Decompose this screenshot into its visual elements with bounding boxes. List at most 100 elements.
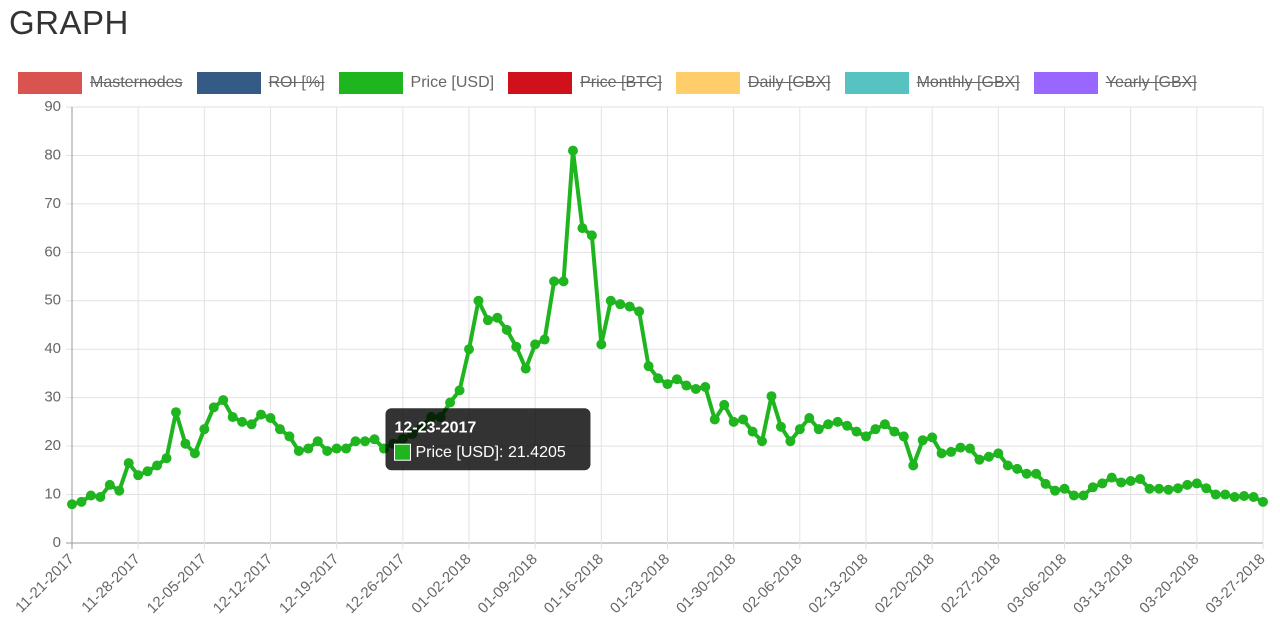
point	[842, 420, 853, 431]
point	[558, 276, 569, 287]
tooltip-swatch	[393, 443, 411, 461]
point	[1163, 484, 1174, 495]
legend-swatch	[338, 72, 403, 94]
x-tick-label: 01-16-2018	[541, 551, 607, 617]
point	[114, 485, 125, 496]
point	[1125, 475, 1136, 486]
point	[293, 445, 304, 456]
point	[322, 445, 333, 456]
point	[246, 419, 257, 430]
tooltip-box	[385, 408, 591, 471]
point	[586, 230, 597, 241]
legend-item[interactable]: Monthly [GBX]	[844, 72, 1020, 94]
point	[719, 399, 730, 410]
point	[927, 432, 938, 443]
legend-item[interactable]: ROI [%]	[196, 72, 325, 94]
point	[208, 402, 219, 413]
point	[653, 373, 664, 384]
point	[709, 414, 720, 425]
legend-item[interactable]: Price [USD]	[338, 72, 494, 94]
x-tick-label: 12-12-2017	[210, 551, 276, 617]
legend: Masternodes ROI [%] Price [USD] Price [BTC]…	[18, 72, 1197, 94]
point	[284, 431, 295, 442]
point	[577, 223, 588, 234]
point	[832, 416, 843, 427]
point	[303, 443, 314, 454]
legend-label: Monthly [GBX]	[916, 74, 1020, 91]
point	[766, 391, 777, 402]
x-tick-label: 02-27-2018	[938, 551, 1004, 617]
point	[104, 479, 115, 490]
point	[804, 413, 815, 424]
x-tick-label: 02-06-2018	[739, 551, 805, 617]
point	[274, 424, 285, 435]
x-tick-label: 03-06-2018	[1004, 551, 1070, 617]
point	[946, 446, 957, 457]
legend-label: Yearly [GBX]	[1105, 74, 1197, 91]
point	[520, 363, 531, 374]
point	[823, 419, 834, 430]
point	[454, 385, 465, 396]
x-tick-label: 03-27-2018	[1202, 551, 1268, 617]
point	[539, 334, 550, 345]
y-tick-label: 60	[44, 243, 61, 260]
point	[615, 299, 626, 310]
point	[360, 436, 371, 447]
point	[1040, 478, 1051, 489]
point	[908, 460, 919, 471]
point	[700, 382, 711, 393]
x-tick-label: 01-23-2018	[607, 551, 673, 617]
legend-label: Masternodes	[90, 74, 183, 91]
point	[794, 424, 805, 435]
tooltip-series: Price [USD]	[415, 444, 499, 461]
y-tick-label: 70	[44, 195, 61, 212]
x-tick-label: 01-02-2018	[408, 551, 474, 617]
point	[511, 341, 522, 352]
point	[634, 306, 645, 317]
point	[170, 407, 181, 418]
point	[1078, 490, 1089, 501]
y-tick-label: 30	[44, 389, 61, 406]
point	[1059, 483, 1070, 494]
point	[95, 491, 106, 502]
point	[917, 435, 928, 446]
point	[1087, 482, 1098, 493]
point	[889, 426, 900, 437]
point	[189, 448, 200, 459]
point	[738, 414, 749, 425]
x-tick-label: 12-19-2017	[276, 551, 342, 617]
y-tick-label: 40	[44, 340, 61, 357]
point	[1248, 491, 1259, 502]
y-tick-label: 80	[44, 146, 61, 163]
legend-item[interactable]: Daily [GBX]	[675, 72, 831, 94]
legend-swatch	[675, 72, 740, 94]
legend-item[interactable]: Masternodes	[18, 72, 183, 94]
point	[1172, 483, 1183, 494]
point	[1031, 468, 1042, 479]
point	[265, 413, 276, 424]
point	[1220, 489, 1231, 500]
y-tick-label: 10	[44, 486, 61, 503]
y-tick-label: 90	[44, 98, 61, 115]
x-tick-label: 12-05-2017	[144, 551, 210, 617]
point	[76, 496, 87, 507]
point	[256, 409, 267, 420]
point	[747, 426, 758, 437]
y-tick-label: 20	[44, 437, 61, 454]
point	[1239, 491, 1250, 502]
point	[85, 490, 96, 501]
point	[1144, 483, 1155, 494]
legend-item[interactable]: Price [BTC]	[508, 72, 662, 94]
point	[870, 424, 881, 435]
point	[445, 397, 456, 408]
legend-item[interactable]: Yearly [GBX]	[1033, 72, 1197, 94]
point	[464, 344, 474, 355]
point	[1154, 483, 1165, 494]
point	[331, 443, 342, 454]
x-tick-label: 11-28-2017	[78, 551, 143, 616]
point	[1097, 478, 1108, 489]
legend-label: Price [BTC]	[580, 74, 662, 91]
y-tick-label: 50	[44, 292, 61, 309]
